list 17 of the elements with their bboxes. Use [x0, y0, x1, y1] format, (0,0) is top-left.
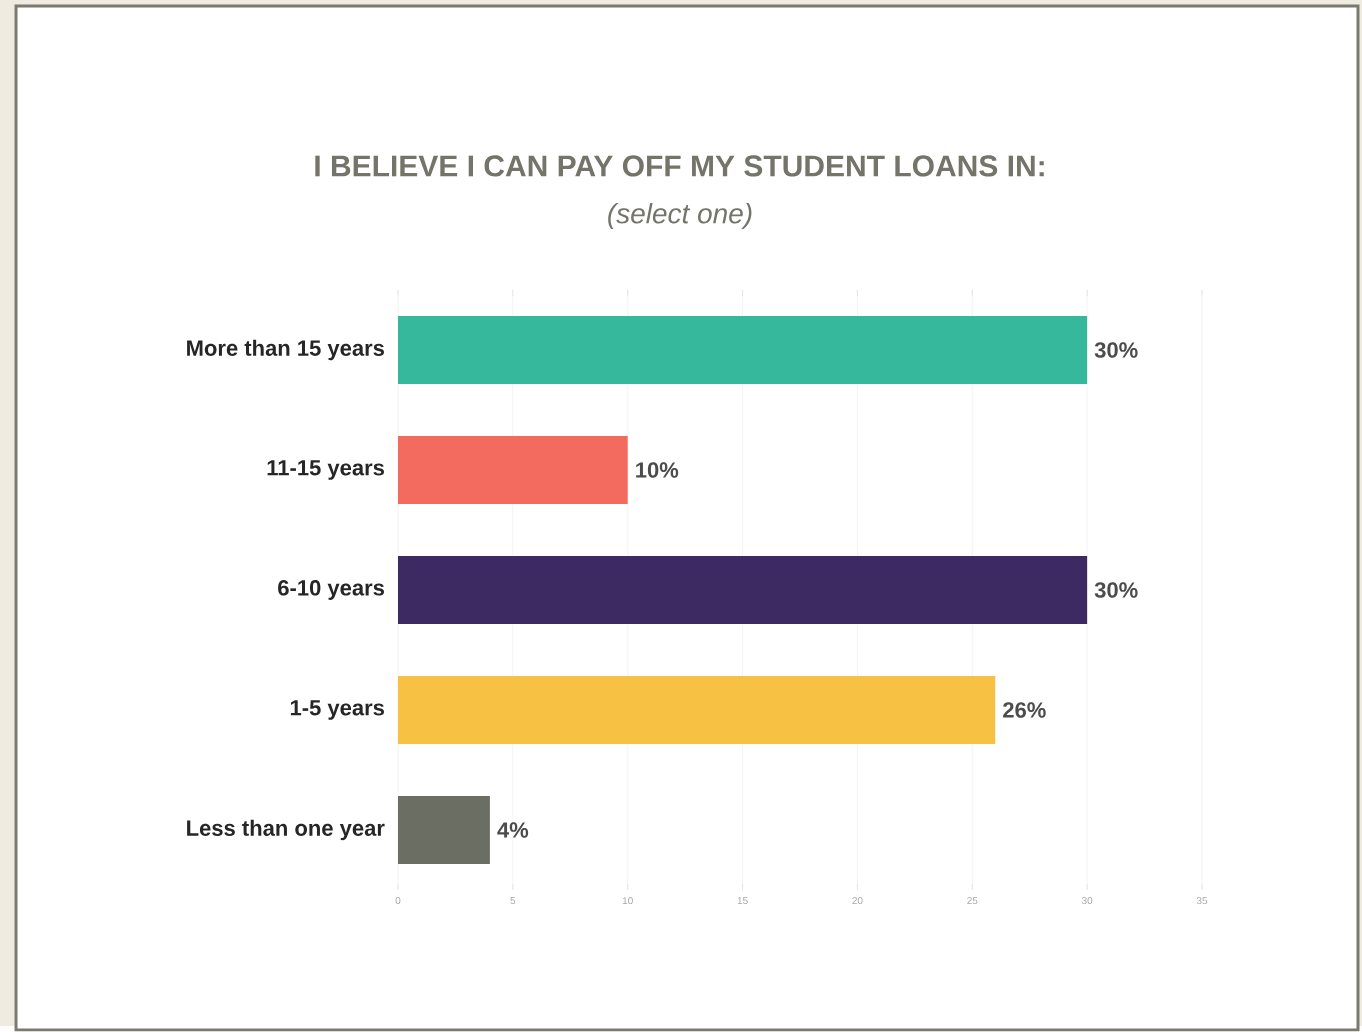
data-label: 30%: [1094, 342, 1138, 359]
y-tick-label: More than 15 years: [187, 340, 384, 361]
bar: [398, 556, 1088, 625]
bar: [398, 436, 628, 505]
y-tick-label: 6-10 years: [278, 580, 384, 601]
chart-title: I BELIEVE I CAN PAY OFF MY STUDENT LOANS IN:: [315, 155, 1044, 177]
bar: [398, 796, 490, 865]
bar: [398, 676, 996, 745]
y-tick-label: Less than one year: [187, 819, 385, 841]
data-label: 30%: [1094, 582, 1138, 599]
data-label: 26%: [1003, 702, 1046, 719]
chart-subtitle: (select one): [608, 203, 752, 230]
data-label: 4%: [497, 822, 529, 838]
y-tick-label: 11-15 years: [267, 460, 384, 481]
bar: [398, 316, 1088, 385]
y-tick-label: 1-5 years: [290, 700, 384, 721]
data-label: 10%: [636, 462, 679, 479]
